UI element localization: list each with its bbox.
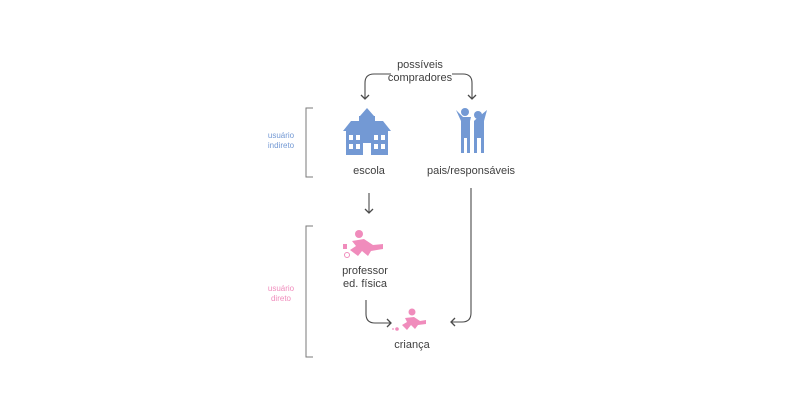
compradores-line: compradores (387, 72, 453, 84)
indireto-line2: indireto (267, 141, 295, 150)
possiveis-compradores-label: possíveis compradores (380, 59, 460, 85)
pais-label: pais/responsáveis (426, 165, 516, 177)
arrow-compradores-to-escola (360, 73, 391, 100)
usuario-indireto-label: usuário indireto (256, 131, 306, 151)
child-kicking-ball-icon (392, 308, 426, 331)
direto-line1: usuário (267, 284, 295, 293)
school-building-icon (343, 108, 391, 155)
pe-teacher-kicking-ball-icon (343, 230, 383, 258)
ed-fisica-line: ed. física (342, 278, 388, 290)
bracket-direto (305, 225, 313, 358)
usuario-direto-label: usuário direto (256, 284, 306, 304)
indireto-line1: usuário (267, 131, 295, 140)
professor-line: professor (342, 265, 388, 277)
arrow-compradores-to-pais (452, 73, 477, 100)
crianca-label: criança (394, 339, 430, 351)
arrow-pais-to-crianca (450, 188, 472, 327)
escola-label: escola (353, 165, 385, 177)
direto-line2: direto (270, 294, 291, 303)
bracket-indireto (305, 107, 313, 178)
possiveis-line: possíveis (397, 59, 443, 71)
parents-icon (456, 108, 487, 153)
arrow-professor-to-crianca (365, 300, 392, 328)
professor-label: professor ed. física (325, 265, 405, 291)
